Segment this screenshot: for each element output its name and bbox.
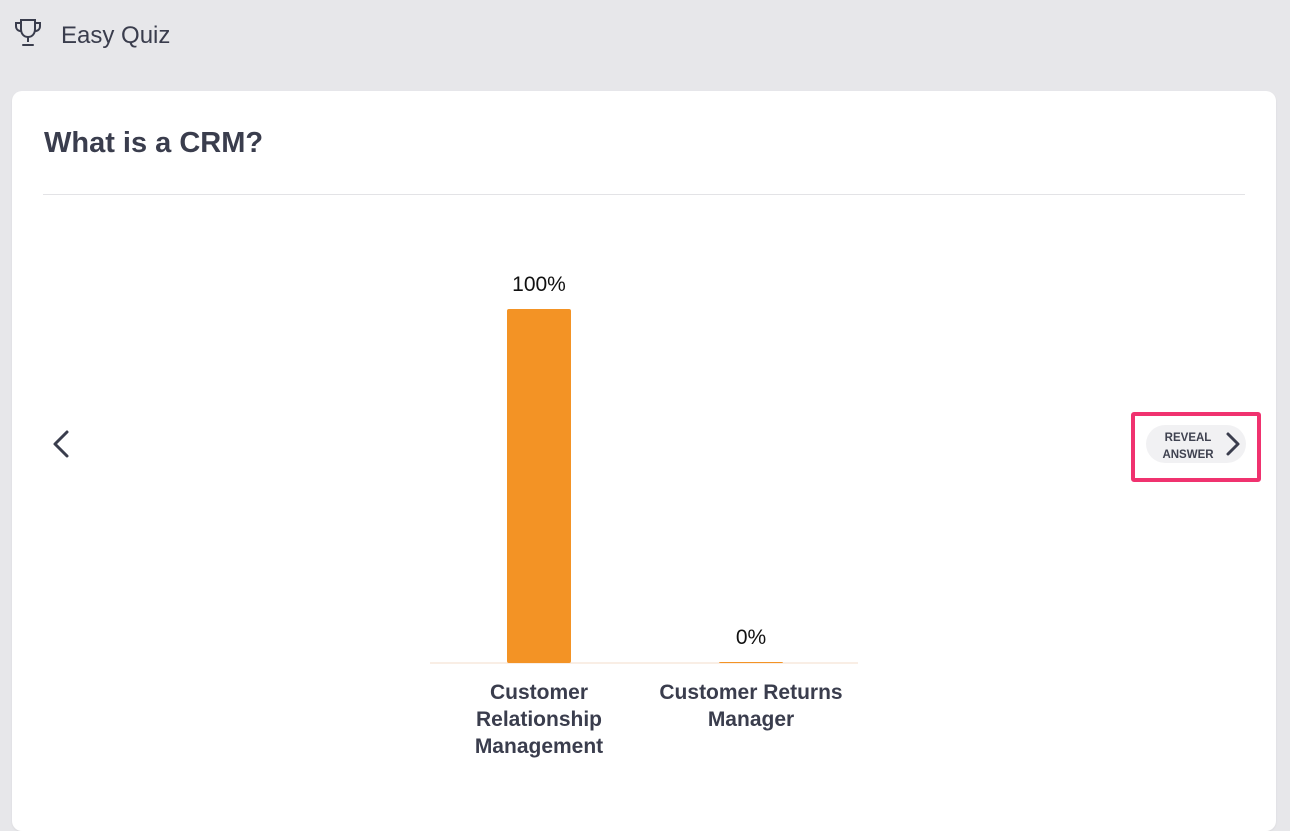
chart-category-label: Relationship <box>476 708 602 731</box>
reveal-answer-button[interactable]: REVEAL ANSWER <box>1146 425 1246 463</box>
app-title: Easy Quiz <box>61 22 171 49</box>
reveal-answer-label: REVEAL ANSWER <box>1162 432 1214 461</box>
chart-value-label: 100% <box>512 273 566 296</box>
trophy-icon <box>15 19 41 46</box>
question-title: What is a CRM? <box>44 127 264 159</box>
top-bar: Easy Quiz <box>0 0 1290 72</box>
previous-button[interactable] <box>46 424 76 464</box>
chart-value-label: 0% <box>736 626 766 649</box>
chevron-left-icon <box>53 430 69 458</box>
chart-bar <box>719 662 783 663</box>
chart-category-label: Manager <box>708 708 794 731</box>
chart-category-label: Management <box>475 735 603 758</box>
chart-category-label: Customer <box>490 681 588 704</box>
reveal-answer-highlight <box>1131 412 1261 482</box>
question-card: What is a CRM? 100% Customer Relationship M… <box>12 91 1276 831</box>
results-chart: 100% Customer Relationship Management 0% Cust… <box>430 273 858 758</box>
divider <box>43 194 1245 195</box>
chevron-right-icon <box>1226 432 1240 456</box>
chart-category-label: Customer Returns <box>659 681 842 704</box>
chart-bar <box>507 309 571 663</box>
